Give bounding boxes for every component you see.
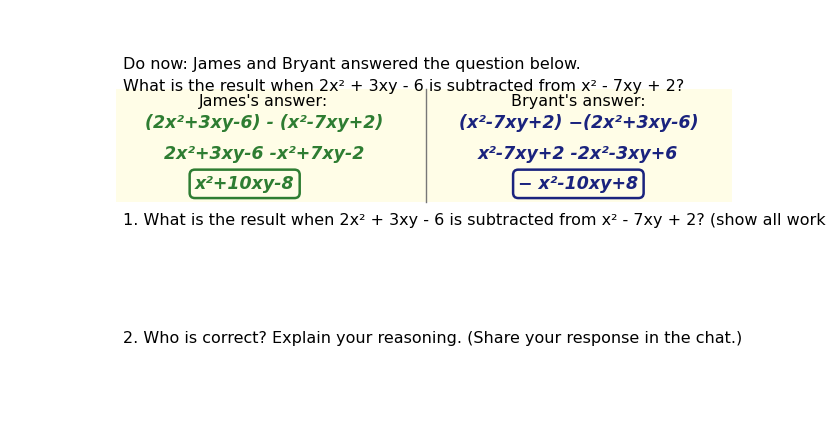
Text: Do now: James and Bryant answered the question below.: Do now: James and Bryant answered the qu…: [122, 58, 580, 72]
Text: (x²-7xy+2) −(2x²+3xy-6): (x²-7xy+2) −(2x²+3xy-6): [458, 114, 697, 133]
Text: Bryant's answer:: Bryant's answer:: [510, 94, 645, 109]
Text: 1. What is the result when 2x² + 3xy - 6 is subtracted from x² - 7xy + 2? (show : 1. What is the result when 2x² + 3xy - 6…: [122, 214, 827, 228]
Text: x²+10xy-8: x²+10xy-8: [194, 175, 294, 193]
Text: − x²-10xy+8: − x²-10xy+8: [518, 175, 638, 193]
Text: 2. Who is correct? Explain your reasoning. (Share your response in the chat.): 2. Who is correct? Explain your reasonin…: [122, 331, 741, 346]
Text: (2x²+3xy-6) - (x²-7xy+2): (2x²+3xy-6) - (x²-7xy+2): [145, 114, 383, 133]
FancyBboxPatch shape: [116, 89, 731, 202]
Text: 2x²+3xy-6 -x²+7xy-2: 2x²+3xy-6 -x²+7xy-2: [164, 145, 364, 163]
Text: What is the result when 2x² + 3xy - 6 is subtracted from x² - 7xy + 2?: What is the result when 2x² + 3xy - 6 is…: [122, 79, 683, 94]
Text: James's answer:: James's answer:: [199, 94, 328, 109]
Text: x²-7xy+2 -2x²-3xy+6: x²-7xy+2 -2x²-3xy+6: [478, 145, 677, 163]
